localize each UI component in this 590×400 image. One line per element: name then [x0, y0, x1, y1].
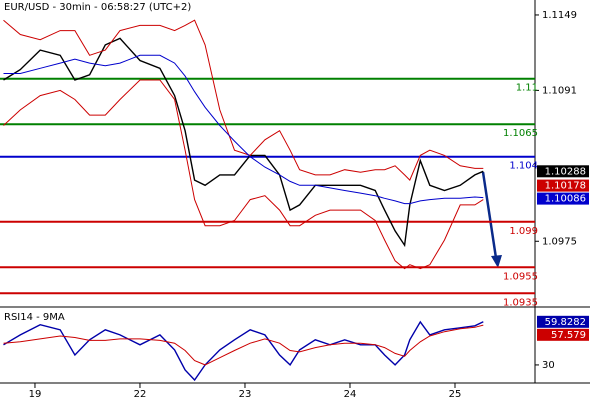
x-tick-label: 19	[29, 389, 42, 400]
price-flag	[537, 315, 589, 328]
rsi-title: RSI14 - 9MA	[4, 312, 65, 323]
chart-title: EUR/USD - 30min - 06:58:27 (UTC+2)	[4, 2, 191, 13]
y-tick-label: 1.1091	[542, 85, 577, 96]
level-label: 1.1065	[503, 128, 538, 139]
price-flag	[537, 165, 589, 178]
x-tick-label: 25	[449, 389, 462, 400]
y-tick-label: 1.1149	[542, 10, 577, 21]
series-line	[3, 324, 484, 366]
x-tick-label: 24	[344, 389, 357, 400]
forecast-arrow	[481, 171, 498, 259]
series-line	[3, 79, 484, 270]
level-label: 1.11	[516, 83, 538, 94]
price-flag-label: 1.10178	[545, 181, 586, 192]
price-flag	[537, 328, 589, 341]
series-line	[3, 37, 484, 248]
y-tick-label: 30	[542, 360, 555, 371]
level-label: 1.099	[509, 226, 538, 237]
y-tick-label: 1.0975	[542, 236, 577, 247]
forecast-arrowhead	[491, 255, 502, 268]
level-label: 1.0935	[503, 297, 538, 308]
x-tick-label: 23	[239, 389, 252, 400]
level-label: 1.104	[509, 161, 538, 172]
price-flag	[537, 179, 589, 192]
price-flag-label: 1.10086	[545, 194, 586, 205]
price-flag-label: 57.579	[551, 330, 586, 341]
series-line	[3, 54, 484, 205]
series-line	[3, 19, 484, 181]
level-label: 1.0955	[503, 271, 538, 282]
price-flag-label: 59.8282	[545, 317, 586, 328]
price-flag-label: 1.10288	[545, 166, 586, 177]
series-line	[3, 320, 484, 382]
x-tick-label: 22	[134, 389, 147, 400]
price-flag	[537, 192, 589, 205]
